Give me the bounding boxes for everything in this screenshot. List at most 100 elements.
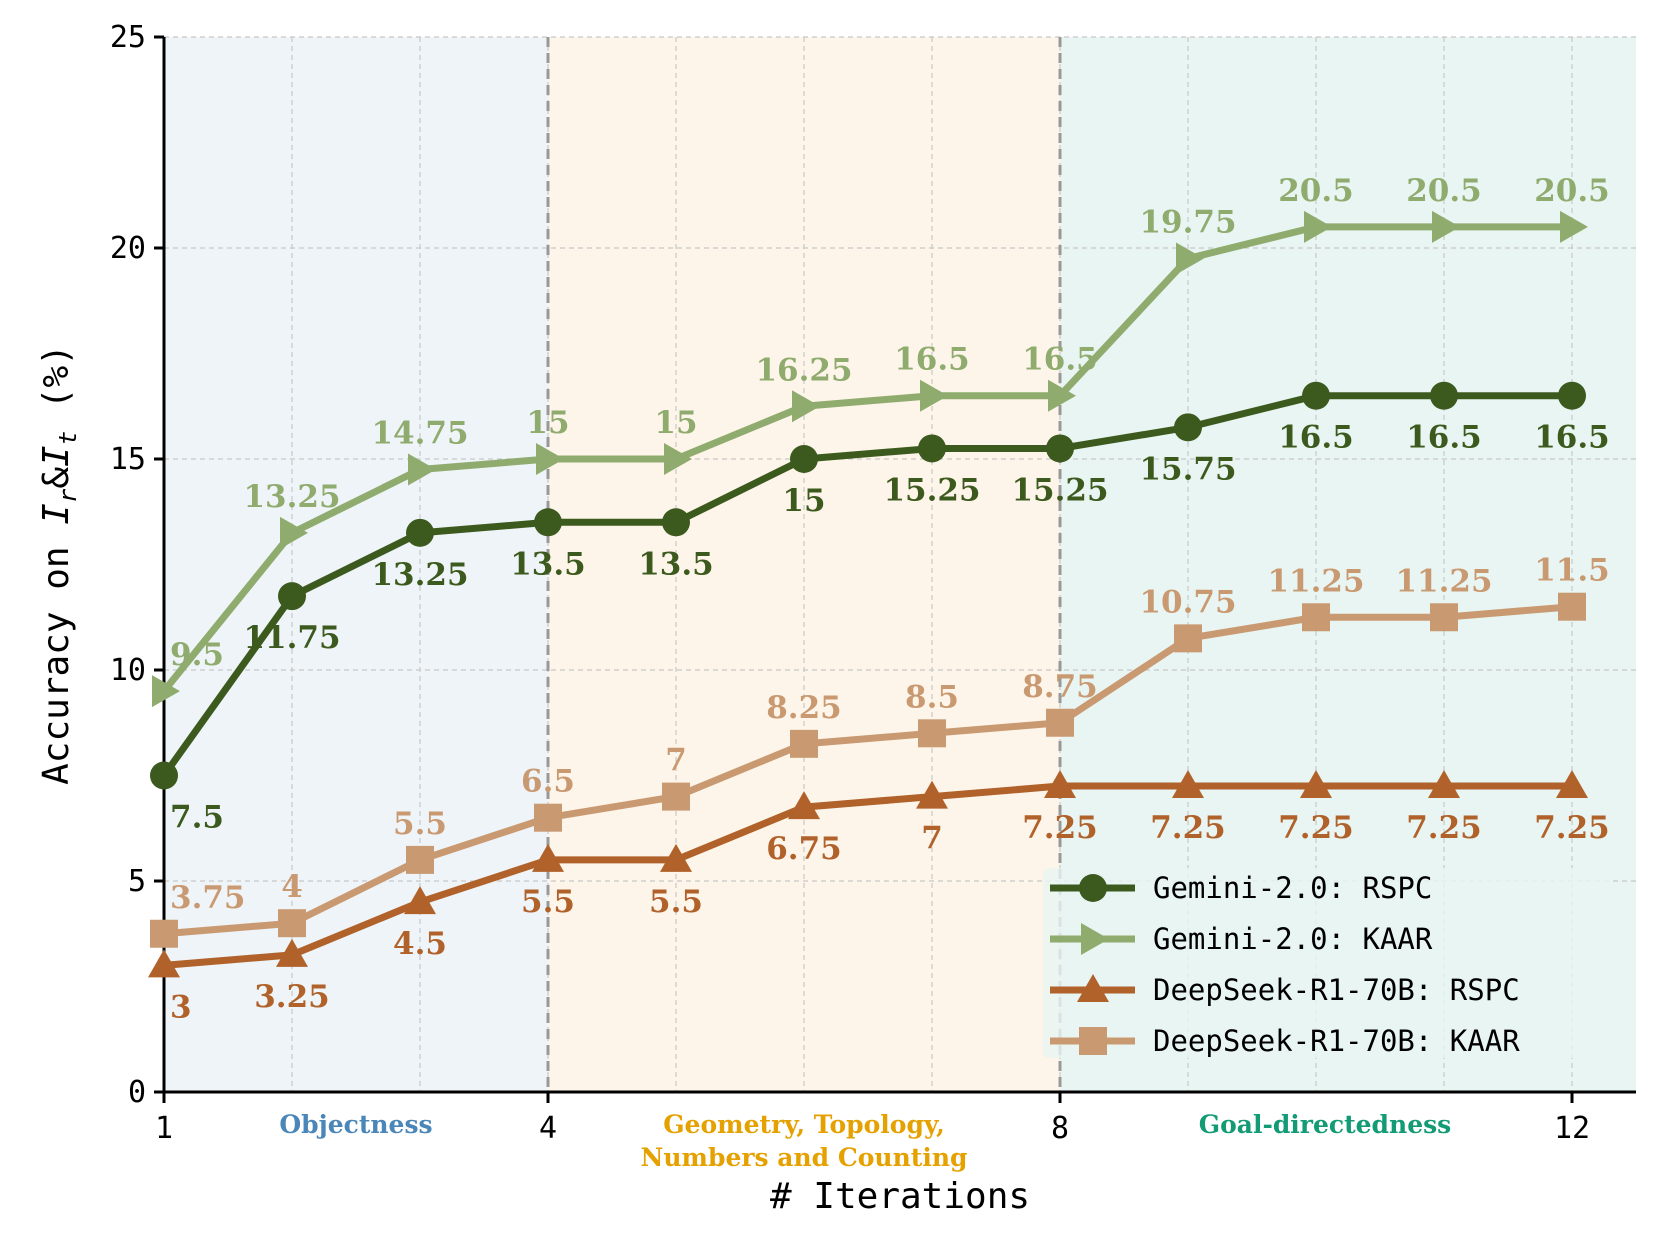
marker-circle	[278, 582, 306, 611]
y-tick-label: 5	[128, 864, 146, 899]
data-label: 16.5	[1278, 420, 1354, 456]
marker-triangle-right	[1560, 210, 1588, 243]
y-axis-label-part: I	[36, 445, 77, 467]
data-label: 11.5	[1534, 553, 1610, 589]
region-label: Numbers and Counting	[640, 1143, 967, 1172]
marker-circle	[1079, 874, 1107, 902]
data-label: 7.25	[1278, 810, 1354, 846]
marker-square	[406, 845, 434, 874]
data-label: 11.75	[243, 620, 340, 656]
data-label: 7	[665, 743, 687, 779]
marker-triangle-right	[920, 379, 948, 412]
data-label: 16.5	[1406, 420, 1482, 456]
series-gemini-2-0-rspc	[150, 381, 1586, 790]
marker-square	[1046, 708, 1074, 737]
marker-square	[1079, 1027, 1107, 1055]
y-axis-label-part: r	[54, 488, 82, 503]
marker-triangle-right	[1048, 379, 1076, 412]
marker-circle	[150, 761, 178, 790]
marker-triangle-up	[1077, 974, 1109, 1002]
marker-triangle-up	[276, 938, 308, 967]
series-line	[163, 782, 1572, 969]
legend-box	[1043, 868, 1609, 1058]
data-label: 11.25	[1267, 563, 1364, 599]
data-label: 4.5	[393, 926, 447, 962]
data-label: 13.5	[638, 546, 714, 582]
marker-triangle-up	[1300, 770, 1332, 799]
marker-triangle-right	[280, 516, 308, 549]
legend-label: Gemini-2.0: KAAR	[1153, 922, 1433, 956]
data-label: 19.75	[1139, 205, 1236, 241]
data-label: 11.25	[1395, 563, 1492, 599]
marker-triangle-up	[148, 949, 180, 978]
data-label: 13.5	[510, 546, 586, 582]
legend-label: DeepSeek-R1-70B: RSPC	[1153, 973, 1520, 1007]
data-label: 20.5	[1278, 173, 1354, 209]
marker-circle	[1430, 381, 1458, 410]
data-label: 15	[782, 483, 825, 519]
series-deepseek-r1-70b-kaar	[150, 592, 1586, 948]
marker-triangle-right	[1081, 923, 1109, 955]
marker-triangle-up	[916, 780, 948, 809]
data-label: 14.75	[371, 416, 468, 452]
marker-triangle-right	[1176, 242, 1204, 275]
data-label: 20.5	[1534, 173, 1610, 209]
region-label: Objectness	[279, 1110, 432, 1139]
marker-triangle-up	[788, 791, 820, 820]
y-tick-label: 10	[110, 653, 146, 688]
data-label: 8.5	[905, 679, 959, 715]
data-label: 8.75	[1022, 669, 1098, 705]
x-axis-label: # Iterations	[770, 1176, 1030, 1217]
marker-square	[150, 919, 178, 948]
marker-circle	[918, 434, 946, 463]
marker-triangle-right	[664, 443, 692, 475]
x-tick-label: 4	[539, 1111, 557, 1146]
y-tick-label: 15	[110, 442, 146, 477]
marker-square	[534, 803, 562, 832]
marker-circle	[1046, 434, 1074, 463]
data-label: 3	[170, 989, 192, 1025]
legend-label: Gemini-2.0: RSPC	[1153, 871, 1432, 905]
data-label: 3.25	[254, 979, 330, 1015]
data-label: 13.25	[243, 479, 340, 515]
data-label: 16.5	[1022, 342, 1098, 378]
data-label: 16.25	[755, 352, 852, 388]
series-gemini-2-0-kaar	[152, 210, 1588, 708]
data-label: 16.5	[1534, 420, 1610, 456]
data-label: 7.25	[1022, 810, 1098, 846]
data-label: 5.5	[521, 884, 575, 920]
marker-square	[1174, 624, 1202, 653]
data-label: 20.5	[1406, 173, 1482, 209]
data-label: 7.5	[170, 800, 224, 836]
marker-circle	[1302, 381, 1330, 410]
x-tick-label: 1	[155, 1111, 173, 1146]
marker-triangle-up	[1172, 770, 1204, 799]
region-band	[548, 37, 1060, 1092]
y-axis-label: Accuracy on Ir&It (%)	[36, 344, 82, 785]
marker-square	[790, 729, 818, 758]
data-label: 8.25	[766, 690, 842, 726]
data-label: 10.75	[1139, 584, 1236, 620]
x-tick-label: 12	[1554, 1111, 1590, 1146]
data-label: 15	[526, 405, 569, 441]
series-line	[163, 603, 1573, 938]
marker-square	[1430, 603, 1458, 632]
marker-triangle-up	[1428, 770, 1460, 799]
marker-triangle-right	[1432, 210, 1460, 243]
x-tick-label: 8	[1051, 1111, 1069, 1146]
y-axis-label-part: t	[54, 431, 82, 445]
marker-circle	[662, 508, 690, 537]
marker-circle	[534, 508, 562, 537]
series-line	[161, 392, 1572, 778]
data-label: 7	[921, 821, 943, 857]
marker-square	[1302, 603, 1330, 632]
marker-triangle-up	[532, 843, 564, 872]
data-label: 5.5	[649, 884, 703, 920]
marker-circle	[1558, 381, 1586, 410]
series-deepseek-r1-70b-rspc	[148, 770, 1588, 978]
data-label: 4	[281, 869, 303, 905]
marker-circle	[406, 518, 434, 547]
marker-circle	[790, 445, 818, 473]
data-label: 16.5	[894, 342, 970, 378]
